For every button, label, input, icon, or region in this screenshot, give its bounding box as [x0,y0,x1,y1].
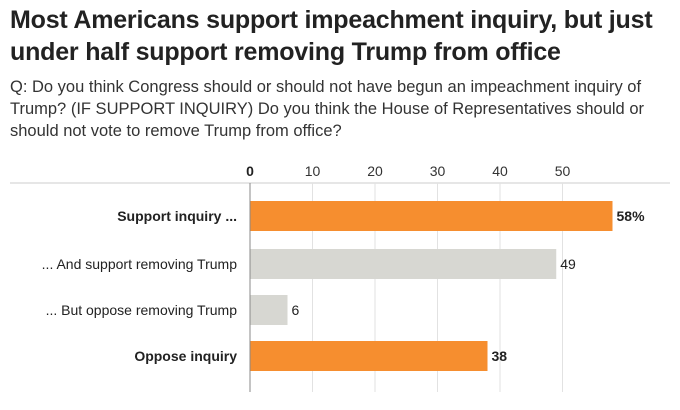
bar [250,341,488,371]
x-tick-label: 30 [430,163,446,179]
data-label: 49 [560,256,576,272]
x-tick-label: 50 [555,163,571,179]
x-tick-label: 20 [367,163,383,179]
data-label: 58% [617,208,646,224]
data-label: 6 [292,302,300,318]
bar [250,295,288,325]
chart-subtitle: Q: Do you think Congress should or shoul… [10,78,644,140]
category-label: ... And support removing Trump [42,256,238,272]
data-label: 38 [492,348,508,364]
x-tick-label: 10 [305,163,321,179]
category-label: Oppose inquiry [134,348,237,364]
bar [250,201,613,231]
category-label: Support inquiry ... [117,208,237,224]
x-tick-label: 40 [492,163,508,179]
category-label: ... But oppose removing Trump [46,302,238,318]
chart-title: Most Americans support impeachment inqui… [10,6,653,66]
x-tick-label: 0 [246,163,254,179]
bar [250,249,557,279]
